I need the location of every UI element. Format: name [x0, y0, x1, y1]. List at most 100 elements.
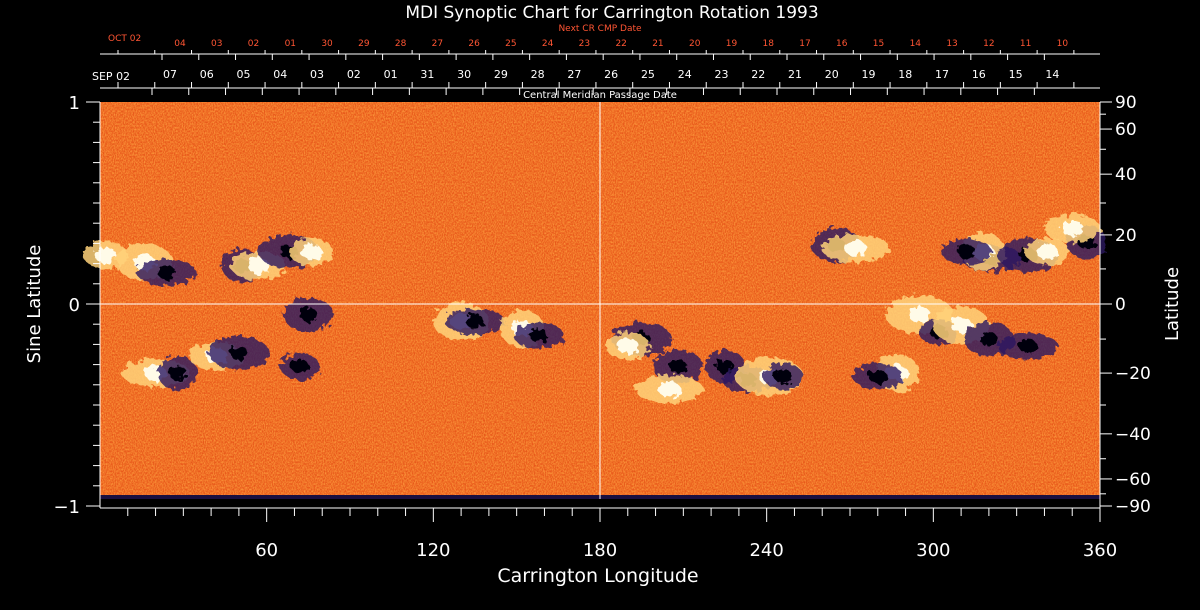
- cmp-month-label: SEP 02: [92, 70, 130, 83]
- positive-region-core: [658, 381, 681, 398]
- positive-region-core: [950, 317, 973, 334]
- next-cr-date-label: 30: [321, 39, 333, 49]
- positive-region-core: [94, 247, 117, 264]
- positive-region-core: [908, 306, 931, 323]
- next-cr-axis-title: Next CR CMP Date: [558, 24, 642, 34]
- negative-region-core: [529, 328, 548, 343]
- cmp-date-label: 04: [273, 68, 287, 81]
- next-cr-date-labels: 04 03 02 01 30 29 28 27 26 25 24 23 22 21 20 19 18 17 16 15…: [174, 39, 1068, 49]
- x-tick-label: 60: [255, 540, 278, 561]
- negative-region-core: [168, 366, 187, 381]
- next-cr-date-label: 21: [652, 39, 663, 49]
- cmp-date-label: 19: [862, 68, 876, 81]
- y-right-tick-label: 20: [1115, 226, 1137, 246]
- cmp-date-label: 31: [420, 68, 434, 81]
- y-right-tick-label: −40: [1115, 425, 1151, 445]
- y-right-tick-label: 0: [1115, 295, 1126, 315]
- negative-region-core: [1018, 338, 1037, 353]
- next-cr-date-label: 10: [1057, 39, 1069, 49]
- cmp-date-label: 01: [384, 68, 398, 81]
- y-right-tick-label: 90: [1115, 93, 1137, 113]
- next-cr-date-label: 16: [836, 39, 848, 49]
- y-left-tick-label: −1: [53, 497, 80, 518]
- x-tick-label: 240: [749, 540, 783, 561]
- next-cr-date-label: 26: [468, 39, 480, 49]
- next-cr-date-label: 20: [689, 39, 701, 49]
- cmp-date-label: 29: [494, 68, 508, 81]
- next-cr-date-label: 27: [432, 39, 443, 49]
- next-cr-date-label: 22: [615, 39, 626, 49]
- cmp-date-label: 21: [788, 68, 802, 81]
- negative-region-core: [774, 369, 793, 384]
- positive-region-core: [300, 243, 323, 260]
- y-left-tick-label: 0: [69, 295, 80, 316]
- cmp-date-label: 03: [310, 68, 324, 81]
- magnetogram-field: [83, 102, 1107, 499]
- active-regions: [83, 214, 1107, 404]
- cmp-date-label: 17: [935, 68, 949, 81]
- positive-region-core: [247, 257, 270, 274]
- x-ticks: [127, 508, 1101, 522]
- next-cr-date-label: 19: [726, 39, 738, 49]
- next-cr-date-label: 11: [1020, 39, 1031, 49]
- x-tick-label: 360: [1083, 540, 1117, 561]
- y-left-ticks: [86, 101, 100, 507]
- negative-region-core: [157, 265, 176, 280]
- cmp-date-label: 20: [825, 68, 839, 81]
- cmp-axis-title: Central Meridian Passage Date: [523, 90, 677, 101]
- next-cr-date-label: 17: [799, 39, 810, 49]
- cmp-date-label: 24: [678, 68, 692, 81]
- chart-title: MDI Synoptic Chart for Carrington Rotati…: [405, 3, 818, 23]
- x-tick-label: 180: [583, 540, 617, 561]
- next-cr-month-label: OCT 02: [108, 34, 141, 44]
- next-cr-date-label: 04: [174, 39, 186, 49]
- next-cr-date-label: 02: [248, 39, 259, 49]
- cmp-date-label: 25: [641, 68, 655, 81]
- negative-region-core: [229, 345, 248, 360]
- negative-region-core: [668, 359, 687, 374]
- y-axis-label-left: Sine Latitude: [24, 245, 45, 364]
- y-right-ticks: [1100, 101, 1112, 507]
- next-cr-date-label: 29: [358, 39, 370, 49]
- cmp-date-label: 06: [200, 68, 214, 81]
- cmp-date-label: 16: [972, 68, 986, 81]
- next-cr-ticks: [117, 50, 1075, 60]
- next-cr-date-label: 14: [910, 39, 922, 49]
- y-left-tick-labels: 1 0 −1: [53, 93, 80, 518]
- next-cr-date-label: 24: [542, 39, 554, 49]
- cmp-date-label: 07: [163, 68, 177, 81]
- positive-region-core: [616, 337, 639, 354]
- negative-region-core: [466, 314, 484, 329]
- negative-region-core: [868, 369, 887, 384]
- next-cr-date-label: 03: [211, 39, 222, 49]
- next-cr-date-label: 15: [873, 39, 884, 49]
- positive-region-core: [1036, 243, 1059, 260]
- cmp-date-label: 05: [237, 68, 251, 81]
- next-cr-date-label: 28: [395, 39, 407, 49]
- negative-region-core: [716, 359, 734, 374]
- cmp-date-label: 15: [1009, 68, 1023, 81]
- cmp-date-labels: 07 06 05 04 03 02 01 31 30 29 28 27 26 25 24 23 22 21 20 19…: [163, 68, 1059, 81]
- x-tick-labels: 60 120 180 240 300 360: [255, 540, 1117, 561]
- next-cr-date-label: 18: [763, 39, 775, 49]
- negative-region-core: [299, 307, 318, 322]
- cmp-date-label: 26: [604, 68, 618, 81]
- y-right-tick-label: −20: [1115, 364, 1151, 384]
- next-cr-date-label: 25: [505, 39, 516, 49]
- next-cr-date-label: 01: [285, 39, 296, 49]
- x-axis-label: Carrington Longitude: [497, 565, 698, 587]
- y-right-tick-label: −60: [1115, 470, 1151, 490]
- y-right-tick-label: −90: [1115, 497, 1151, 517]
- negative-region-core: [957, 244, 976, 259]
- cmp-date-label: 14: [1045, 68, 1059, 81]
- next-cr-date-label: 12: [983, 39, 994, 49]
- y-right-tick-label: 40: [1115, 165, 1137, 185]
- y-axis-label-right: Latitude: [1162, 267, 1183, 341]
- cmp-date-label: 18: [898, 68, 912, 81]
- y-right-tick-labels: 90 60 40 20 0 −20 −40 −60 −90: [1115, 93, 1151, 517]
- x-tick-label: 300: [916, 540, 950, 561]
- positive-region-core: [844, 240, 867, 257]
- y-right-tick-label: 60: [1115, 120, 1137, 140]
- cmp-date-label: 22: [751, 68, 765, 81]
